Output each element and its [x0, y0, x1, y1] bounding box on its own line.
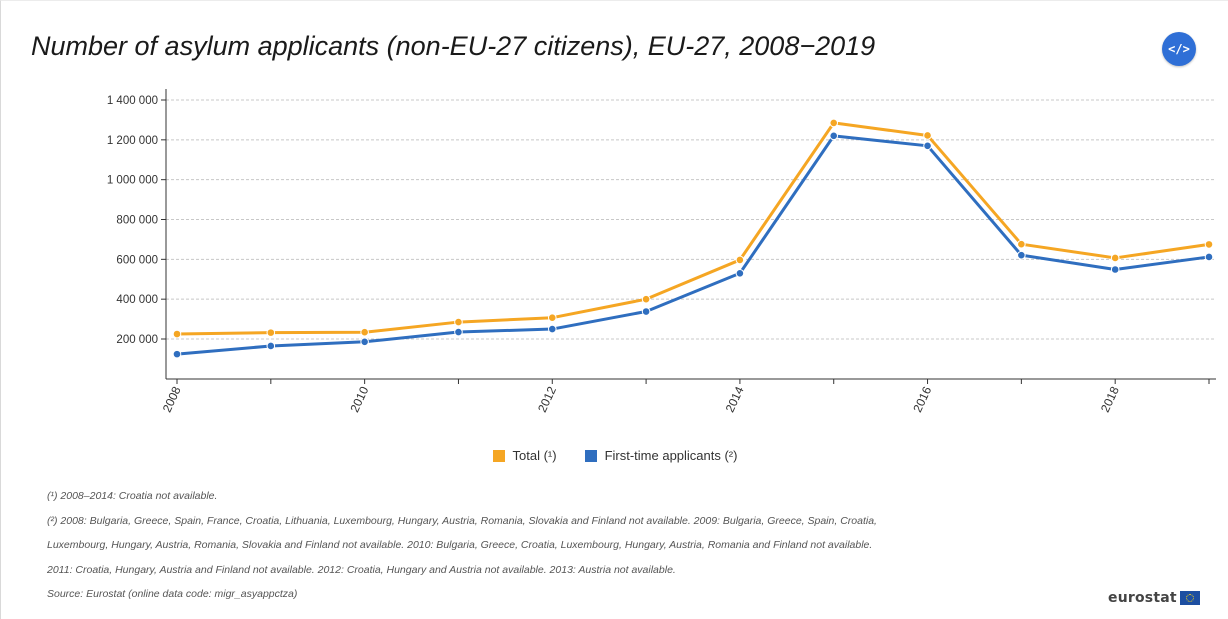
x-tick-label: 2010 [347, 384, 371, 414]
data-point-total [1110, 253, 1120, 263]
x-tick-label: 2012 [535, 384, 559, 414]
y-tick-label: 600 000 [116, 254, 158, 266]
footnote-line: 2011: Croatia, Hungary, Austria and Finl… [47, 563, 676, 576]
data-point-first-time [923, 141, 932, 151]
data-point-total [547, 313, 557, 322]
y-tick-label: 1 400 000 [107, 95, 158, 107]
footnote-line: Luxembourg, Hungary, Austria, Romania, S… [47, 539, 873, 551]
y-tick-label: 1 000 000 [107, 175, 158, 187]
embed-code-icon: </> [1168, 42, 1190, 56]
series-line-first-time [176, 134, 1210, 356]
embed-code-button[interactable]: </> [1162, 32, 1196, 66]
x-tick-label: 2014 [723, 384, 747, 414]
eurostat-logo: eurostat [1108, 590, 1200, 606]
chart-title: Number of asylum applicants (non-EU-27 c… [31, 31, 876, 61]
eu-flag-icon [1179, 591, 1200, 605]
legend-label-total: Total (¹) [512, 448, 557, 463]
legend-label-first-time: First-time applicants (²) [604, 448, 738, 463]
data-point-total [1017, 239, 1026, 249]
data-point-total [641, 294, 651, 304]
y-tick-label: 200 000 [116, 334, 158, 346]
data-point-total [1204, 240, 1214, 249]
data-point-first-time [266, 341, 276, 351]
footnote-line: (¹) 2008–2014: Croatia not available. [47, 490, 218, 502]
data-point-total [829, 118, 839, 128]
data-point-first-time [1017, 250, 1026, 260]
x-tick-label: 2016 [910, 384, 934, 414]
x-tick-label: 2018 [1098, 384, 1122, 414]
data-point-first-time [829, 131, 839, 141]
brand-name: eurostat [1108, 590, 1177, 606]
data-point-total [172, 329, 182, 339]
source-note: Source: Eurostat (online data code: migr… [47, 588, 298, 600]
data-point-total [923, 131, 932, 140]
data-point-first-time [172, 349, 182, 359]
data-point-first-time [547, 324, 557, 334]
line-chart: 200 000 400 000 600 000 800 000 1 000 000 1 2… [107, 89, 1216, 414]
legend-item-first-time[interactable]: First-time applicants (²) [584, 448, 738, 463]
x-tick-label: 2008 [160, 384, 184, 414]
y-tick-label: 800 000 [116, 215, 158, 227]
data-point-first-time [1110, 265, 1120, 274]
data-point-total [266, 328, 276, 337]
chart-legend: Total (¹) First-time applicants (²) [1, 448, 1228, 463]
series-line-total [176, 121, 1210, 336]
legend-swatch-first-time [584, 449, 597, 462]
data-point-total [735, 255, 745, 265]
y-tick-label: 400 000 [116, 294, 158, 306]
data-point-first-time [360, 337, 369, 347]
data-point-first-time [1204, 252, 1214, 262]
data-point-total [454, 317, 463, 327]
data-point-first-time [641, 307, 651, 316]
legend-item-total[interactable]: Total (¹) [492, 448, 557, 463]
data-point-first-time [735, 268, 745, 278]
data-point-first-time [454, 327, 463, 337]
legend-swatch-total [492, 449, 505, 462]
footnote-line: (²) 2008: Bulgaria, Greece, Spain, Franc… [47, 514, 877, 527]
y-tick-label: 1 200 000 [107, 135, 158, 147]
footnotes: (¹) 2008–2014: Croatia not available. (²… [47, 489, 1147, 612]
data-point-total [360, 327, 369, 337]
